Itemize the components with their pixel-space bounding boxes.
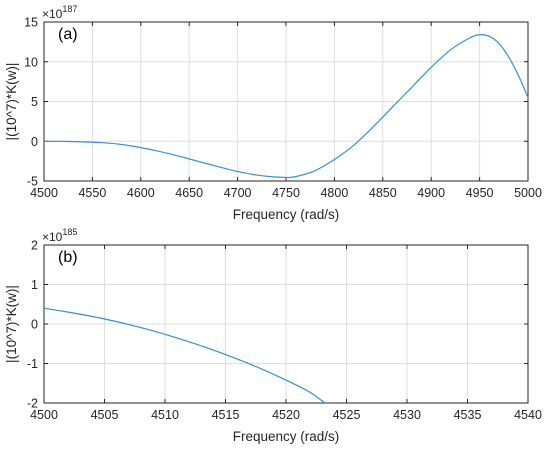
panel-b-label: (b) xyxy=(58,249,78,266)
panel-b: 4500 4505 4510 4515 4520 4525 4530 4535 4540 -2 -1… xyxy=(4,227,542,444)
panel-b-exponent: ×10185 xyxy=(42,227,77,244)
panel-b-x-tick-label: 4510 xyxy=(151,408,179,422)
panel-a-ticks: 4500 4550 4600 4650 4700 4750 4800 4850 4900 4950… xyxy=(24,16,542,201)
panel-a-x-tick-label: 4950 xyxy=(466,186,494,200)
panel-b-x-tick-label: 4535 xyxy=(454,408,482,422)
panel-a-exponent-power: 187 xyxy=(62,4,77,14)
panel-b-ticks: 4500 4505 4510 4515 4520 4525 4530 4535 4540 -2 -1… xyxy=(27,239,542,423)
panel-b-y-tick-label: 0 xyxy=(31,318,38,332)
panel-b-series-line xyxy=(44,307,326,403)
panel-a-series-line xyxy=(43,34,529,179)
panel-b-x-tick-label: 4505 xyxy=(91,408,119,422)
panel-a-x-tick-label: 4850 xyxy=(369,186,397,200)
panel-a-y-tick-label: 0 xyxy=(31,135,38,149)
panel-a-x-tick-label: 4650 xyxy=(175,186,203,200)
panel-a-label: (a) xyxy=(58,26,78,43)
panel-a-x-tick-label: 4700 xyxy=(224,186,252,200)
panel-b-exponent-power: 185 xyxy=(62,227,77,237)
panel-b-x-tick-label: 4500 xyxy=(30,408,58,422)
panel-a-x-tick-label: 4750 xyxy=(272,186,300,200)
panel-b-x-tick-label: 4540 xyxy=(514,408,542,422)
panel-b-y-tick-label: -2 xyxy=(27,397,38,411)
panel-b-x-axis-title: Frequency (rad/s) xyxy=(233,429,340,444)
panel-b-x-tick-label: 4520 xyxy=(272,408,300,422)
panel-b-y-tick-label: 1 xyxy=(31,278,38,292)
panel-a-x-tick-label: 4500 xyxy=(30,186,58,200)
panel-b-grid xyxy=(44,245,528,403)
panel-a-grid xyxy=(44,22,528,181)
panel-a-x-tick-label: 4800 xyxy=(320,186,348,200)
panel-a-x-axis-title: Frequency (rad/s) xyxy=(233,207,340,222)
panel-b-x-tick-label: 4530 xyxy=(393,408,421,422)
panel-b-y-tick-label: -1 xyxy=(27,357,38,371)
panel-a-y-tick-label: 15 xyxy=(24,16,38,30)
panel-a: 4500 4550 4600 4650 4700 4750 4800 4850 4900 4950… xyxy=(4,4,542,222)
panel-a-y-axis-title: |(10^7)*K(w)| xyxy=(4,63,19,141)
panel-a-exponent: ×10187 xyxy=(42,4,77,21)
panel-b-y-axis-title: |(10^7)*K(w)| xyxy=(4,285,19,363)
panel-b-exponent-base: ×10 xyxy=(42,230,63,244)
panel-a-y-tick-label: 10 xyxy=(24,55,38,69)
panel-b-y-tick-label: 2 xyxy=(31,239,38,253)
panel-a-x-tick-label: 4600 xyxy=(127,186,155,200)
panel-a-y-tick-label: -5 xyxy=(27,175,38,189)
panel-a-x-tick-label: 4900 xyxy=(417,186,445,200)
panel-a-exponent-base: ×10 xyxy=(42,7,63,21)
panel-a-x-tick-label: 4550 xyxy=(78,186,106,200)
panel-b-x-tick-label: 4525 xyxy=(333,408,361,422)
panel-b-x-tick-label: 4515 xyxy=(212,408,240,422)
panel-a-y-tick-label: 5 xyxy=(31,95,38,109)
panel-a-x-tick-label: 5000 xyxy=(514,186,542,200)
